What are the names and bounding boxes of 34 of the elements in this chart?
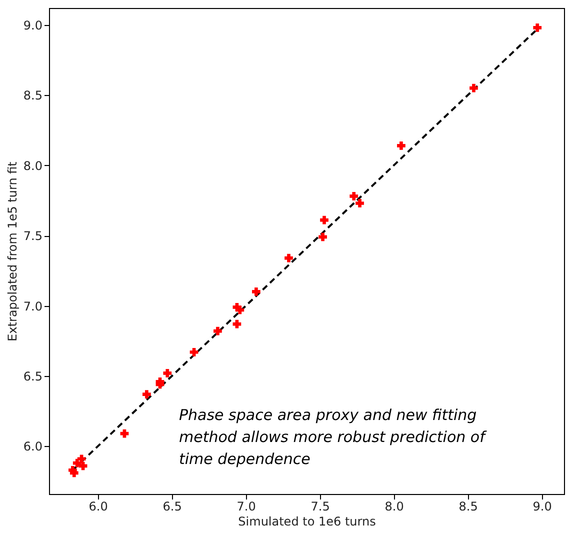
x-tick-label: 6.5 <box>162 500 182 514</box>
x-tick-label: 8.5 <box>458 500 478 514</box>
annotation: Phase space area proxy and new fitting method allows more robust prediction of time dependence <box>179 406 488 468</box>
y-tick-label: 6.0 <box>23 440 42 454</box>
y-tick-label: 7.0 <box>23 299 42 314</box>
point <box>318 232 327 242</box>
point <box>470 84 478 92</box>
point <box>120 429 129 438</box>
point <box>142 390 151 398</box>
y-tick-label: 8.0 <box>23 158 42 173</box>
y-tick-label: 6.5 <box>23 370 42 384</box>
point <box>78 462 88 470</box>
point <box>284 254 293 262</box>
point <box>163 369 172 378</box>
y-axis-title: Extrapolated from 1e5 turn fit <box>5 161 20 342</box>
point <box>350 192 358 200</box>
y-tick-label: 9.0 <box>23 18 42 32</box>
point <box>72 458 82 468</box>
y-tick-label: 8.5 <box>23 88 42 103</box>
x-tick-label: 6.0 <box>88 500 108 514</box>
point <box>190 348 198 356</box>
point <box>320 216 328 224</box>
point <box>397 141 406 150</box>
x-tick-label: 8.0 <box>384 500 404 514</box>
x-tick-label: 7.5 <box>310 500 330 514</box>
point <box>252 288 260 296</box>
point <box>236 306 244 314</box>
point <box>356 199 364 208</box>
y-tick-label: 7.5 <box>23 229 42 244</box>
x-tick-label: 9.0 <box>532 500 552 514</box>
x-axis-title: Simulated to 1e6 turns <box>238 514 376 528</box>
point <box>214 326 222 336</box>
x-tick-label: 7.0 <box>236 500 256 514</box>
point <box>533 23 542 32</box>
